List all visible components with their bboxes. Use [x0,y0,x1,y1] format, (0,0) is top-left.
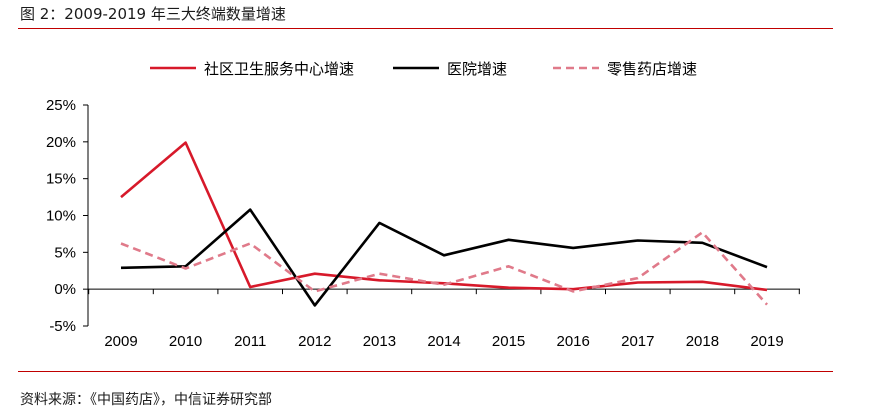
legend-label-3: 零售药店增速 [607,60,697,78]
x-tick-label: 2015 [492,333,525,350]
legend-label-1: 社区卫生服务中心增速 [204,60,354,78]
y-tick-label: -5% [49,318,76,335]
x-tick-label: 2013 [363,333,396,350]
legend-label-2: 医院增速 [447,60,507,78]
x-tick-label: 2016 [557,333,590,350]
y-tick-label: 10% [46,208,76,225]
y-tick-label: 0% [54,281,76,298]
y-tick-label: 20% [46,134,76,151]
series-line-3 [120,231,768,306]
series-line-2 [120,208,768,307]
x-tick-label: 2009 [104,333,137,350]
series-lines [120,141,768,307]
x-tick-label: 2019 [750,333,783,350]
axes: 25% 20% 15% 10% 5% 0% -5% 2009 2010 2011 2012 2013 2… [46,97,800,350]
y-tick-label: 5% [54,244,76,261]
x-tick-label: 2011 [234,333,266,350]
figure-title: 图 2：2009-2019 年三大终端数量增速 [20,5,286,23]
series-line-1 [120,141,768,292]
x-tick-label: 2012 [298,333,331,350]
source-rule [18,371,833,372]
x-tick-label: 2010 [169,333,202,350]
x-tick-label: 2017 [621,333,654,350]
source-note: 资料来源：《中国药店》，中信证券研究部 [20,392,272,408]
x-tick-label: 2014 [427,333,460,350]
x-tick-label: 2018 [686,333,719,350]
legend: 社区卫生服务中心增速 医院增速 零售药店增速 [150,60,697,78]
y-tick-label: 25% [46,97,76,114]
y-tick-label: 15% [46,171,76,188]
title-rule [18,28,833,29]
